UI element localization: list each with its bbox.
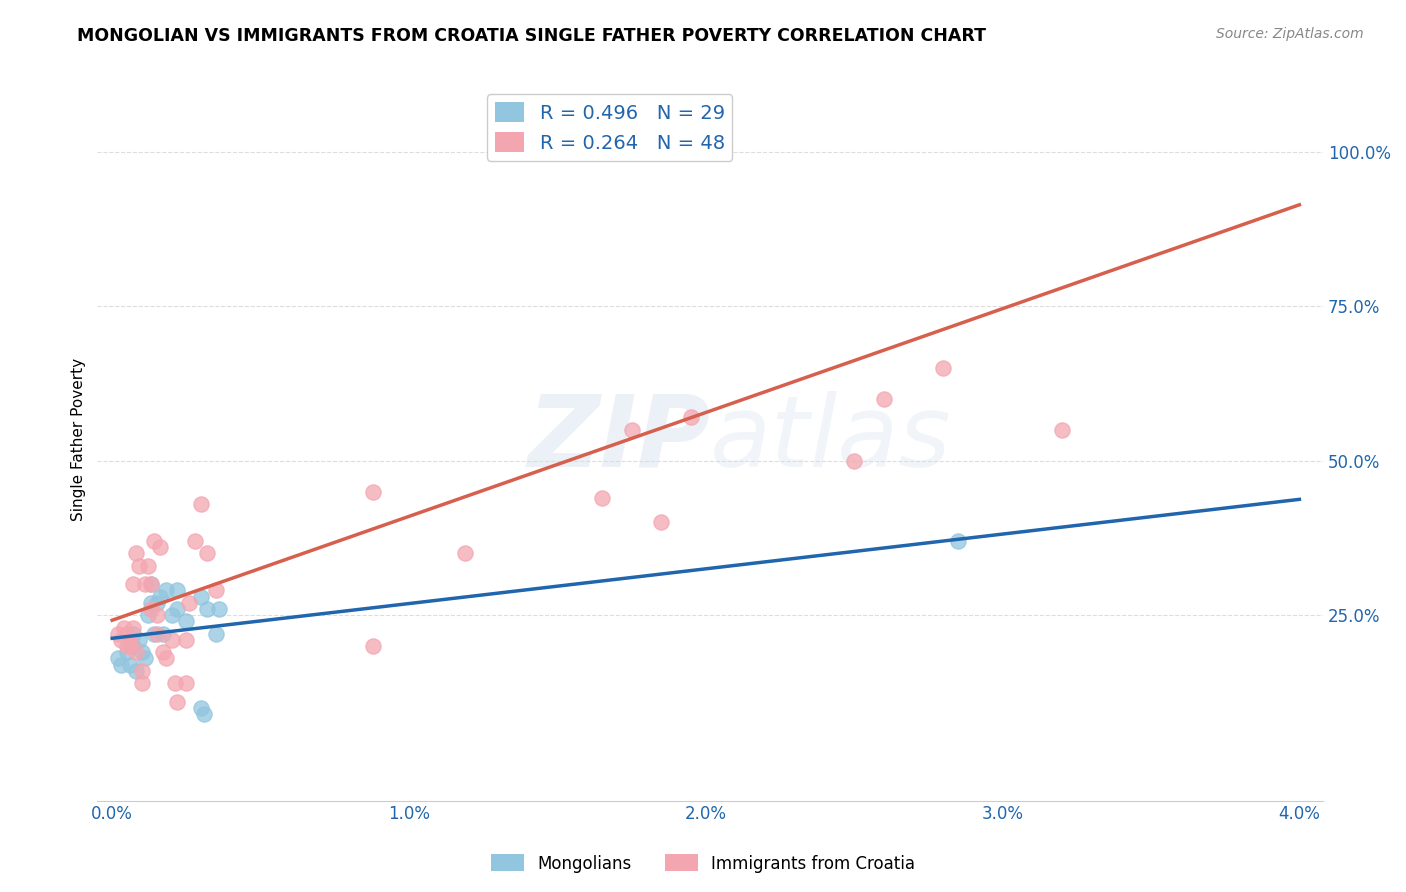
Point — [110, 632, 132, 647]
Point — [142, 534, 165, 549]
Point — [160, 632, 183, 647]
Point — [139, 577, 162, 591]
Point — [1050, 423, 1073, 437]
Point — [125, 664, 148, 678]
Point — [145, 608, 167, 623]
Point — [131, 676, 153, 690]
Point — [122, 639, 145, 653]
Point — [128, 558, 150, 573]
Point — [561, 145, 583, 159]
Point — [107, 651, 129, 665]
Point — [166, 583, 188, 598]
Point — [166, 602, 188, 616]
Point — [679, 410, 702, 425]
Point — [946, 534, 969, 549]
Point — [591, 491, 613, 505]
Point — [149, 590, 172, 604]
Point — [873, 392, 896, 406]
Point — [134, 577, 156, 591]
Point — [139, 596, 162, 610]
Point — [176, 676, 198, 690]
Point — [115, 626, 138, 640]
Point — [620, 423, 643, 437]
Point — [190, 701, 212, 715]
Text: MONGOLIAN VS IMMIGRANTS FROM CROATIA SINGLE FATHER POVERTY CORRELATION CHART: MONGOLIAN VS IMMIGRANTS FROM CROATIA SIN… — [77, 27, 987, 45]
Point — [502, 145, 524, 159]
Point — [155, 583, 177, 598]
Point — [363, 484, 385, 499]
Point — [139, 602, 162, 616]
Point — [932, 360, 955, 375]
Point — [149, 540, 172, 554]
Point — [152, 626, 174, 640]
Point — [155, 651, 177, 665]
Point — [118, 639, 141, 653]
Point — [190, 590, 212, 604]
Point — [139, 577, 162, 591]
Point — [131, 645, 153, 659]
Point — [115, 639, 138, 653]
Text: Source: ZipAtlas.com: Source: ZipAtlas.com — [1216, 27, 1364, 41]
Point — [122, 577, 145, 591]
Point — [118, 632, 141, 647]
Point — [844, 453, 866, 467]
Legend: Mongolians, Immigrants from Croatia: Mongolians, Immigrants from Croatia — [484, 847, 922, 880]
Point — [115, 645, 138, 659]
Point — [136, 608, 159, 623]
Point — [205, 583, 228, 598]
Point — [125, 546, 148, 560]
Point — [179, 596, 201, 610]
Point — [145, 626, 167, 640]
Point — [131, 664, 153, 678]
Point — [502, 145, 524, 159]
Point — [363, 639, 385, 653]
Point — [112, 621, 135, 635]
Point — [160, 608, 183, 623]
Y-axis label: Single Father Poverty: Single Father Poverty — [72, 358, 86, 521]
Point — [195, 546, 218, 560]
Point — [454, 546, 477, 560]
Point — [163, 676, 186, 690]
Point — [142, 626, 165, 640]
Text: atlas: atlas — [710, 391, 952, 488]
Text: ZIP: ZIP — [527, 391, 710, 488]
Point — [166, 695, 188, 709]
Point — [136, 558, 159, 573]
Point — [176, 615, 198, 629]
Point — [152, 645, 174, 659]
Point — [122, 621, 145, 635]
Point — [145, 596, 167, 610]
Point — [118, 657, 141, 672]
Point — [205, 626, 228, 640]
Point — [184, 534, 207, 549]
Point — [122, 626, 145, 640]
Legend: R = 0.496   N = 29, R = 0.264   N = 48: R = 0.496 N = 29, R = 0.264 N = 48 — [486, 95, 733, 161]
Point — [176, 632, 198, 647]
Point — [208, 602, 231, 616]
Point — [107, 626, 129, 640]
Point — [195, 602, 218, 616]
Point — [110, 657, 132, 672]
Point — [193, 707, 215, 722]
Point — [650, 516, 672, 530]
Point — [128, 632, 150, 647]
Point — [134, 651, 156, 665]
Point — [190, 497, 212, 511]
Point — [125, 645, 148, 659]
